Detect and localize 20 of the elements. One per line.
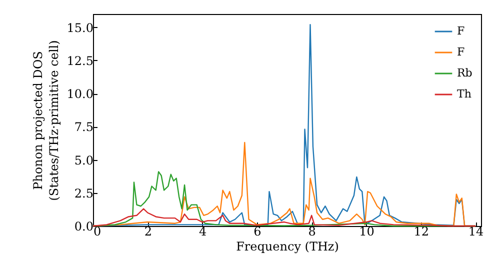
x-tick-label: 6 (254, 224, 262, 238)
x-axis-title: Frequency (THz) (236, 240, 339, 254)
line-series (92, 208, 476, 227)
legend-label: F (457, 24, 465, 38)
y-tick-label: 7.5 (74, 120, 94, 134)
legend-label: F (457, 46, 465, 58)
y-axis-title: Phonon projected DOS (States/THz·primitive cell) (30, 40, 61, 201)
y-tick-label: 12.5 (66, 54, 94, 68)
x-tick-label: 14 (468, 224, 484, 238)
legend-label: Th (457, 88, 472, 100)
y-tick-label: 0.0 (74, 220, 94, 234)
y-tick-label: 10.0 (66, 87, 94, 101)
y-tick-label: 5.0 (74, 153, 94, 168)
x-tick-label: 10 (359, 224, 374, 238)
legend-label: Rb (457, 66, 472, 80)
x-tick-label: 4 (198, 224, 207, 238)
y-tick-label: 15.0 (66, 20, 94, 35)
x-tick-label: 8 (308, 224, 316, 238)
x-tick-label: 0 (94, 224, 102, 238)
y-tick-label: 2.5 (74, 186, 94, 200)
